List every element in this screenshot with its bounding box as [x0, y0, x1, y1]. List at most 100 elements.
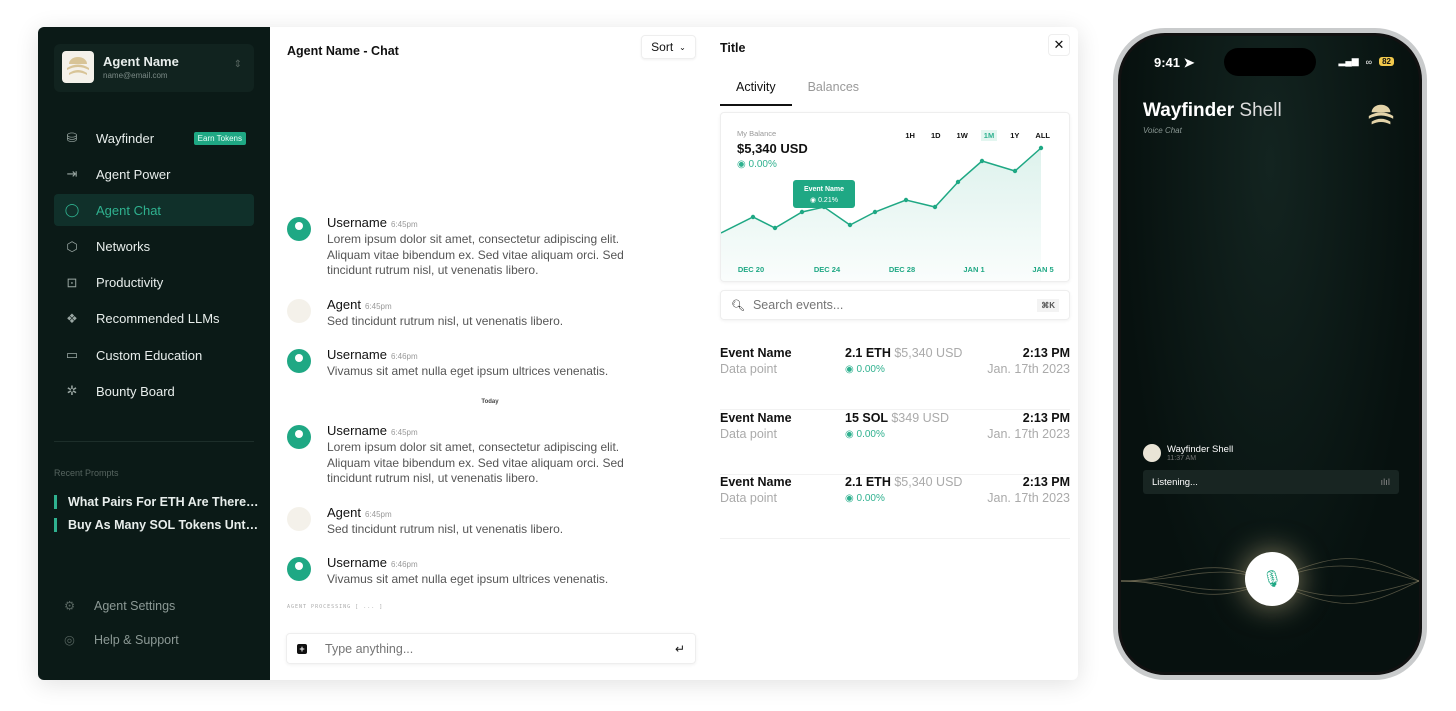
sidebar-item-networks[interactable]: ⬡ Networks: [54, 231, 254, 263]
sidebar-item-bounty-board[interactable]: ✲ Bounty Board: [54, 375, 254, 407]
chart-point[interactable]: [1012, 168, 1018, 174]
chevron-up-down-icon: ⇕: [233, 59, 242, 70]
recent-prompt[interactable]: What Pairs For ETH Are There On Uniswap?: [54, 495, 259, 509]
panel-title: Title: [720, 41, 746, 55]
add-attachment-button[interactable]: +: [297, 643, 307, 654]
balance-value: $5,340 USD: [737, 141, 808, 156]
chart-point[interactable]: [750, 214, 756, 220]
event-row[interactable]: Event Name Data point 2.1 ETH $5,340 USD ◉ …: [720, 475, 1070, 539]
chart-point[interactable]: [932, 204, 938, 210]
account-switcher[interactable]: Agent Name name@email.com ⇕: [54, 44, 254, 92]
user-avatar: [287, 217, 311, 241]
sidebar-item-agent-settings[interactable]: ⚙ Agent Settings: [64, 598, 176, 614]
activity-panel: Title ✕ Activity Balances DEC 20 DEC 24 DE…: [710, 27, 1078, 680]
sidebar-item-productivity[interactable]: ⊡ Productivity: [54, 267, 254, 299]
chart-point[interactable]: [872, 209, 878, 215]
chart-tooltip: Event Name ◉ 0.21%: [793, 180, 855, 208]
recent-prompts-heading: Recent Prompts: [54, 468, 119, 478]
divider: [54, 441, 254, 442]
chart-point[interactable]: [799, 209, 805, 215]
agent-avatar: [287, 299, 311, 323]
x-tick-label: DEC 20: [738, 265, 764, 274]
chart-point[interactable]: [772, 225, 778, 231]
sidebar-item-agent-chat[interactable]: ◯ Agent Chat: [54, 194, 254, 227]
phone-title: Wayfinder Shell: [1143, 100, 1282, 121]
x-tick-label: JAN 1: [963, 265, 984, 274]
chart-point[interactable]: [903, 197, 909, 203]
login-icon: ⇥: [66, 166, 78, 182]
microphone-button[interactable]: 🎙︎: [1245, 552, 1299, 606]
waveform-icon: ılıl: [1380, 476, 1391, 488]
database-search-icon: ⛁: [66, 130, 78, 145]
chevron-down-icon: ⌄: [679, 42, 686, 52]
monitor-icon: ▭: [65, 347, 79, 363]
sidebar: Agent Name name@email.com ⇕ ⛁ Wayfinder Ea…: [38, 27, 270, 680]
help-icon: ◎: [64, 633, 75, 647]
sidebar-item-wayfinder[interactable]: ⛁ Wayfinder Earn Tokens: [54, 122, 254, 154]
network-icon: ⬡: [66, 238, 78, 254]
user-avatar: [287, 349, 311, 373]
range-1d[interactable]: 1D: [930, 131, 941, 140]
status-bar: ▂▄▆ ∞ 82: [1338, 56, 1394, 67]
tab-activity[interactable]: Activity: [720, 77, 792, 106]
chart-point[interactable]: [1038, 145, 1044, 151]
chart-point[interactable]: [979, 158, 985, 164]
diamond-grid-icon: ❖: [66, 310, 78, 326]
battery-icon: 82: [1379, 57, 1394, 66]
enter-icon[interactable]: ↵: [674, 641, 685, 656]
listening-status: Listening... ılıl: [1143, 470, 1399, 494]
chart-point[interactable]: [847, 222, 853, 228]
dynamic-island: [1224, 48, 1316, 76]
recent-prompt[interactable]: Buy As Many SOL Tokens Until My Wallet I…: [54, 518, 259, 532]
tabs: Activity Balances: [720, 77, 875, 106]
phone-screen: 9:41 ➤ ▂▄▆ ∞ 82 Wayfinder Shell Voice Chat…: [1118, 33, 1422, 675]
balance-change: ◉ 0.00%: [737, 159, 777, 170]
sidebar-nav: ⛁ Wayfinder Earn Tokens ⇥ Agent Power ◯ Agent …: [54, 122, 254, 412]
sidebar-item-agent-power[interactable]: ⇥ Agent Power: [54, 158, 254, 190]
message-input-bar: + ↵: [286, 633, 696, 664]
range-1m[interactable]: 1M: [980, 130, 998, 141]
shortcut-hint: ⌘K: [1037, 298, 1059, 312]
phone-subtitle: Voice Chat: [1143, 126, 1182, 135]
status-time: 9:41 ➤: [1154, 55, 1195, 70]
chart-icon: ⊡: [66, 274, 78, 290]
microphone-icon: 🎙︎: [1261, 571, 1283, 588]
range-selector: 1H 1D 1W 1M 1Y ALL: [902, 130, 1053, 141]
balance-chart: DEC 20 DEC 24 DEC 28 JAN 1 JAN 5 My Balance …: [720, 112, 1070, 282]
message-input[interactable]: [325, 641, 675, 656]
sidebar-item-help-support[interactable]: ◎ Help & Support: [64, 632, 179, 648]
signal-icon: ▂▄▆: [1338, 56, 1359, 66]
range-all[interactable]: ALL: [1035, 131, 1050, 140]
agent-logo: [62, 51, 94, 83]
x-tick-label: JAN 5: [1032, 265, 1053, 274]
sidebar-item-recommended-llms[interactable]: ❖ Recommended LLMs: [54, 303, 254, 335]
search-bar: 🔍︎ ⌘K: [720, 290, 1070, 320]
user-avatar: [287, 557, 311, 581]
processing-indicator: AGENT PROCESSING [ ... ]: [287, 604, 384, 610]
search-icon: 🔍︎: [731, 299, 745, 312]
chat-panel: Agent Name - Chat Sort ⌄ Username 6:45pm Lo…: [270, 27, 710, 680]
sidebar-item-custom-education[interactable]: ▭ Custom Education: [65, 347, 203, 363]
event-row[interactable]: Event Name Data point 2.1 ETH $5,340 USD ◉ …: [720, 346, 1070, 410]
balance-chart-svg: DEC 20 DEC 24 DEC 28 JAN 1 JAN 5: [721, 145, 1054, 281]
sort-button[interactable]: Sort ⌄: [641, 35, 696, 59]
wayfinder-logo: [1366, 100, 1396, 135]
range-1y[interactable]: 1Y: [1010, 131, 1020, 140]
gear-icon: ⚙: [64, 599, 76, 613]
dashboard-window: Agent Name name@email.com ⇕ ⛁ Wayfinder Ea…: [38, 27, 1078, 680]
range-1w[interactable]: 1W: [956, 131, 968, 140]
chart-point[interactable]: [955, 179, 961, 185]
event-row[interactable]: Event Name Data point 15 SOL $349 USD ◉ 0.0…: [720, 411, 1070, 475]
chart-area: [721, 148, 1041, 281]
search-input[interactable]: [752, 298, 1038, 312]
phone-mockup: 9:41 ➤ ▂▄▆ ∞ 82 Wayfinder Shell Voice Chat…: [1113, 28, 1427, 680]
close-button[interactable]: ✕: [1048, 34, 1070, 56]
x-tick-label: DEC 28: [889, 265, 915, 274]
chat-title: Agent Name - Chat: [287, 44, 399, 58]
x-tick-label: DEC 24: [814, 265, 841, 274]
agent-avatar: [287, 507, 311, 531]
link-icon: ∞: [1365, 56, 1373, 67]
range-1h[interactable]: 1H: [905, 131, 915, 140]
earn-tokens-badge: Earn Tokens: [193, 131, 246, 145]
tab-balances[interactable]: Balances: [807, 80, 860, 94]
